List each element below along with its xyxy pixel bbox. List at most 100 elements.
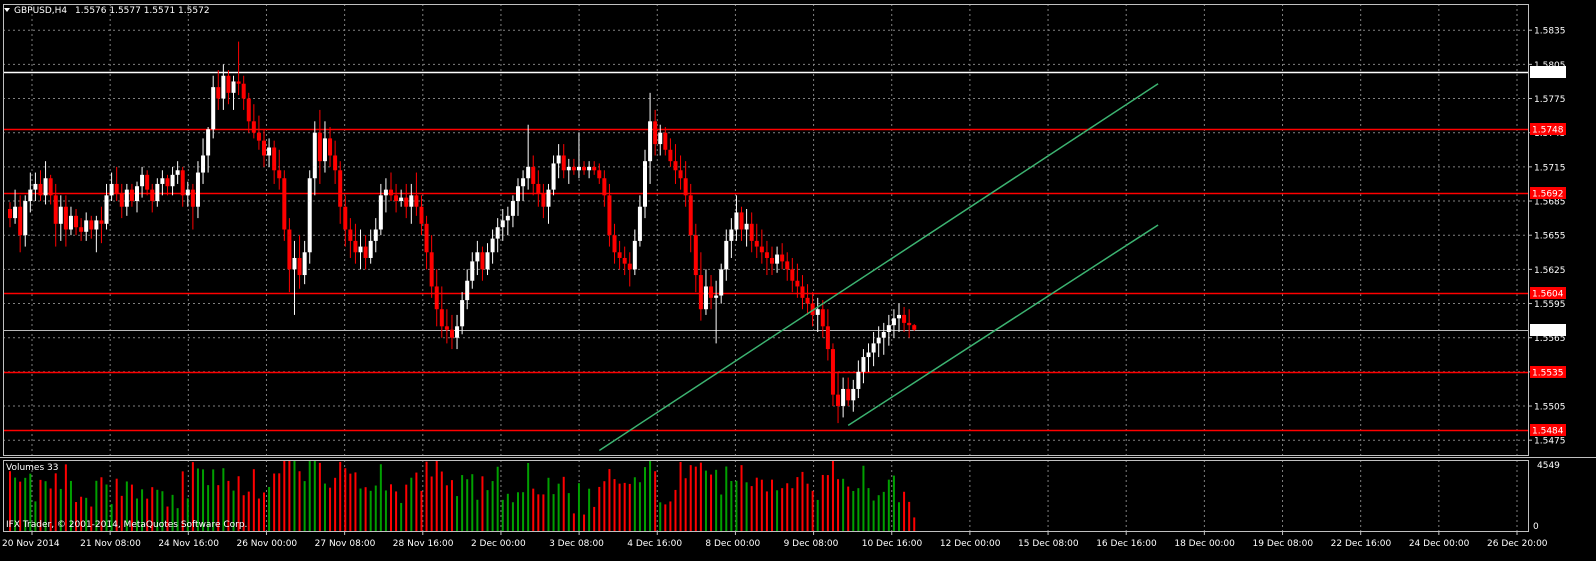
price-tag-label: 1.5748 xyxy=(1532,126,1564,136)
price-tag-box xyxy=(1530,324,1566,336)
candle-body xyxy=(94,220,99,230)
candle-body xyxy=(28,189,33,202)
candle-body xyxy=(383,189,388,196)
candle-body xyxy=(145,174,150,190)
candle-body xyxy=(587,166,592,171)
candle-body xyxy=(693,235,698,276)
candle-body xyxy=(439,309,444,327)
candle-body xyxy=(536,183,541,194)
y-tick-label: 1.5775 xyxy=(1534,95,1566,105)
y-tick-label: 1.5505 xyxy=(1534,403,1566,413)
volume-panel-label: Volumes 33 xyxy=(6,463,58,473)
candle-body xyxy=(68,215,73,230)
price-tag-box xyxy=(1530,66,1566,78)
candle-body xyxy=(856,371,861,389)
candle-body xyxy=(419,206,424,224)
horizontal-levels xyxy=(3,71,1528,432)
candle-body xyxy=(617,252,622,258)
price-tag-box xyxy=(1530,287,1566,299)
candle-body xyxy=(780,254,785,262)
x-tick-label: 27 Nov 08:00 xyxy=(315,539,376,549)
candle-body xyxy=(516,186,520,202)
candle-body xyxy=(546,189,551,207)
price-tags: 1.5798 1.5748 1.5692 1.5604 1.5572 1.5535 1.54… xyxy=(1530,66,1566,437)
candle-body xyxy=(378,195,383,230)
candle-body xyxy=(241,83,246,99)
candle-body xyxy=(759,246,764,253)
x-tick-label: 21 Nov 08:00 xyxy=(80,539,141,549)
candle-body xyxy=(246,98,251,122)
candle-body xyxy=(830,349,835,395)
candle-body xyxy=(236,81,241,84)
candle-body xyxy=(373,229,378,241)
price-axis: 1.58351.58051.57751.57451.57151.56851.56… xyxy=(1528,27,1566,447)
candle-body xyxy=(79,227,84,232)
x-tick-label: 16 Dec 16:00 xyxy=(1096,539,1157,549)
candle-body xyxy=(389,189,393,196)
candle-body xyxy=(185,189,190,196)
candle-body xyxy=(226,75,231,93)
candle-body xyxy=(48,178,53,196)
candle-body xyxy=(754,240,759,247)
candle-body xyxy=(582,166,587,171)
candle-body xyxy=(668,149,673,162)
candle-body xyxy=(643,161,647,207)
symbol-dropdown-icon[interactable] xyxy=(4,8,10,12)
candle-body xyxy=(84,220,89,232)
candle-body xyxy=(140,174,145,187)
price-tag-label: 1.5604 xyxy=(1532,290,1564,300)
x-tick-label: 22 Dec 16:00 xyxy=(1331,539,1392,549)
candle-body xyxy=(897,314,901,319)
candle-body xyxy=(297,257,302,276)
candle-body xyxy=(815,309,820,315)
candle-body xyxy=(429,252,434,287)
candle-body xyxy=(277,170,282,179)
candle-body xyxy=(399,197,404,202)
candle-body xyxy=(38,183,43,196)
candlestick-series xyxy=(8,41,917,424)
x-tick-label: 20 Nov 2014 xyxy=(2,539,60,549)
x-tick-label: 18 Dec 00:00 xyxy=(1174,539,1235,549)
candle-body xyxy=(190,189,195,207)
candle-body xyxy=(18,206,23,236)
candle-body xyxy=(180,170,185,196)
candle-body xyxy=(307,178,312,253)
y-tick-label: 1.5655 xyxy=(1534,232,1566,242)
candle-body xyxy=(216,87,221,99)
candle-body xyxy=(881,332,886,338)
price-tag-box xyxy=(1530,123,1566,135)
candle-body xyxy=(790,269,795,281)
price-tag-label: 1.5798 xyxy=(1532,69,1564,79)
candle-body xyxy=(785,261,790,270)
candle-body xyxy=(322,138,327,162)
candle-body xyxy=(485,252,490,270)
candle-body xyxy=(119,193,124,207)
candle-body xyxy=(394,195,399,202)
candle-body xyxy=(43,178,48,196)
x-tick-label: 15 Dec 08:00 xyxy=(1018,539,1079,549)
candle-body xyxy=(688,195,693,236)
candle-body xyxy=(683,178,688,196)
candle-body xyxy=(871,343,876,353)
candle-body xyxy=(744,223,749,230)
channel-lines xyxy=(598,83,1159,452)
candle-body xyxy=(33,183,38,190)
panel-frames xyxy=(0,4,1596,532)
candle-body xyxy=(764,252,769,258)
candle-body xyxy=(851,388,856,401)
candle-body xyxy=(170,174,175,187)
candle-body xyxy=(800,286,805,298)
candle-body xyxy=(505,215,510,221)
x-tick-label: 26 Nov 00:00 xyxy=(236,539,297,549)
candle-body xyxy=(129,189,134,202)
candle-body xyxy=(424,223,429,253)
candle-body xyxy=(460,300,465,327)
volume-max-label: 4549 xyxy=(1537,461,1560,471)
candle-body xyxy=(592,166,597,171)
candle-body xyxy=(703,286,708,310)
candle-body xyxy=(526,166,531,179)
x-tick-label: 9 Dec 08:00 xyxy=(784,539,839,549)
candle-body xyxy=(455,326,460,338)
candle-body xyxy=(480,252,485,270)
x-tick-label: 24 Dec 00:00 xyxy=(1409,539,1470,549)
